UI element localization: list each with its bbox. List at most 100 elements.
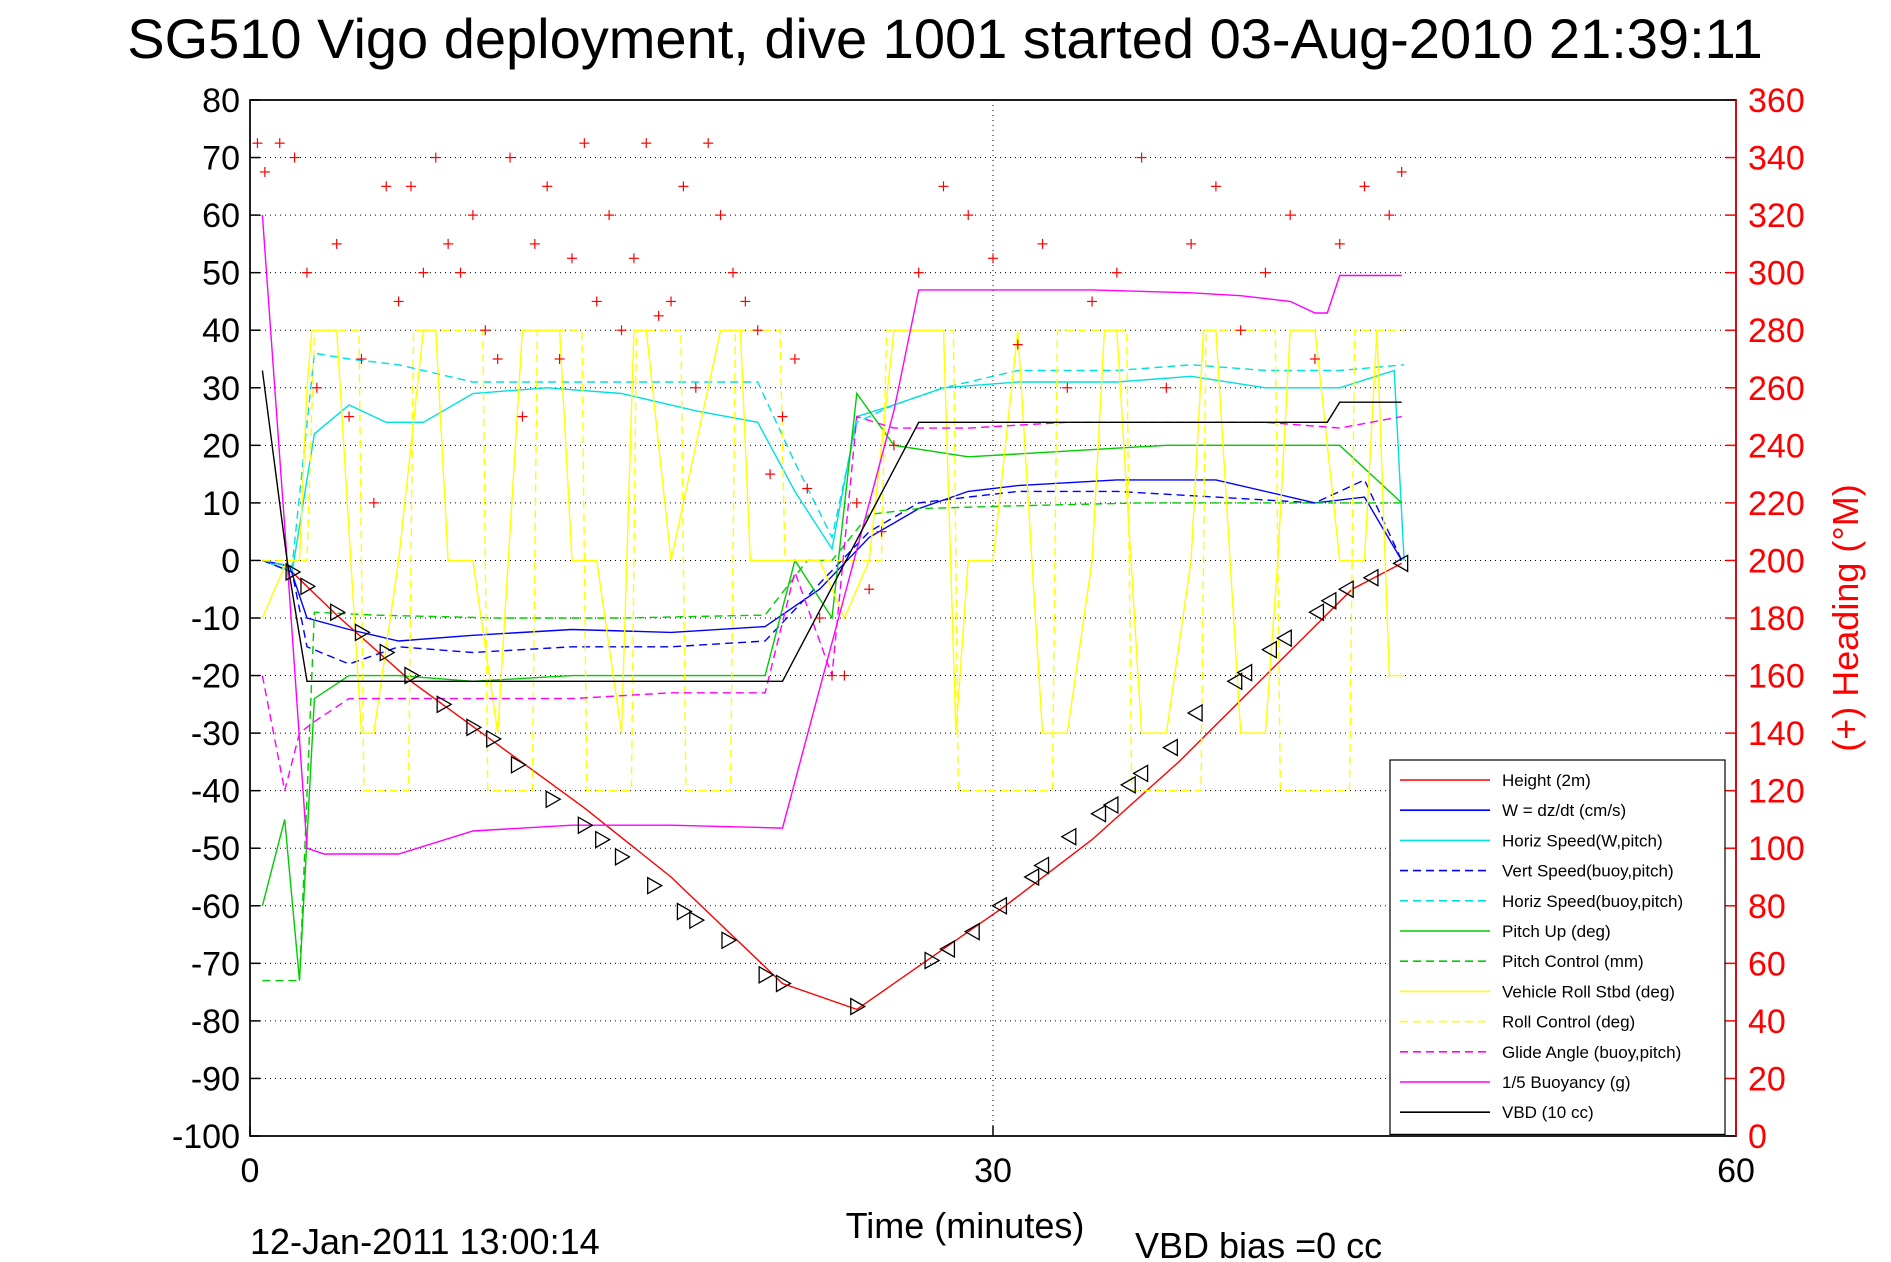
y-tick-label: -60: [191, 888, 240, 926]
heading-point: [851, 497, 862, 508]
triangle-marker: [1119, 775, 1136, 795]
right-tick-label: 120: [1748, 773, 1805, 811]
heading-point: [467, 210, 478, 221]
y-tick-label: -100: [172, 1118, 240, 1156]
triangle-marker: [939, 939, 956, 959]
y-tick-label: 80: [202, 82, 240, 120]
heading-point: [641, 138, 652, 149]
triangle-marker: [1308, 603, 1325, 622]
heading-point: [418, 267, 429, 278]
heading-point: [1087, 296, 1098, 307]
heading-point: [289, 152, 300, 163]
series-line-3: [262, 478, 1403, 665]
heading-point: [455, 267, 466, 278]
heading-point: [259, 166, 270, 177]
heading-point: [628, 253, 639, 264]
triangle-marker: [1275, 629, 1292, 648]
triangle-marker: [330, 603, 346, 622]
heading-point: [1334, 238, 1345, 249]
x-tick-label: 60: [1717, 1152, 1755, 1190]
triangle-marker: [486, 729, 503, 748]
right-tick-label: 220: [1748, 485, 1805, 523]
triangle-marker: [758, 965, 775, 984]
heading-point: [252, 138, 263, 149]
heading-point: [579, 138, 590, 149]
legend-label: Vert Speed(buoy,pitch): [1502, 862, 1674, 881]
heading-point: [703, 138, 714, 149]
y-tick-label: -10: [191, 600, 240, 638]
triangle-marker: [1362, 568, 1379, 587]
y-tick-label: 40: [202, 312, 240, 350]
right-tick-label: 300: [1748, 255, 1805, 293]
legend-label: Height (2m): [1502, 771, 1591, 790]
heading-point: [566, 253, 577, 264]
y-tick-label: 50: [202, 255, 240, 293]
heading-point: [430, 152, 441, 163]
legend-label: Pitch Up (deg): [1502, 922, 1611, 941]
right-tick-label: 360: [1748, 82, 1805, 120]
triangle-marker: [285, 562, 302, 582]
triangle-marker: [1337, 580, 1354, 599]
heading-point: [789, 354, 800, 364]
heading-point: [1359, 181, 1370, 192]
x-tick-label: 0: [241, 1152, 260, 1190]
heading-point: [802, 483, 813, 494]
triangle-marker: [510, 755, 527, 774]
legend-label: Vehicle Roll Stbd (deg): [1502, 982, 1675, 1001]
y-tick-label: -50: [191, 830, 240, 868]
heading-point: [301, 267, 312, 278]
y-tick-label: -40: [191, 773, 240, 811]
legend-label: Glide Angle (buoy,pitch): [1502, 1043, 1681, 1062]
triangle-marker: [354, 623, 371, 642]
triangle-marker: [1261, 640, 1278, 659]
right-tick-label: 40: [1748, 1003, 1786, 1041]
heading-point: [740, 296, 751, 307]
heading-point: [938, 181, 949, 192]
triangle-marker: [300, 577, 317, 596]
right-tick-label: 140: [1748, 715, 1805, 753]
heading-point: [876, 526, 887, 537]
triangle-marker: [924, 951, 941, 970]
triangle-marker: [614, 847, 631, 866]
heading-point: [381, 181, 392, 192]
triangle-marker: [1060, 827, 1077, 846]
legend-label: 1/5 Buoyancy (g): [1502, 1073, 1631, 1092]
triangle-marker: [1033, 856, 1050, 875]
y-tick-label: 20: [202, 427, 240, 465]
series-line-7: [261, 329, 1405, 734]
legend-label: Pitch Control (mm): [1502, 952, 1644, 971]
legend: Height (2m) W = dz/dt (cm/s) Horiz Speed(W…: [1389, 759, 1726, 1135]
series-line-11: [261, 370, 1402, 682]
triangle-marker: [689, 911, 706, 930]
heading-point: [1396, 166, 1407, 177]
series-line-10: [261, 215, 1402, 855]
y-tick-label: 0: [221, 542, 240, 580]
heading-point: [839, 670, 850, 681]
triangle-marker: [1392, 554, 1409, 573]
heading-point: [666, 296, 677, 307]
legend-label: VBD (10 cc): [1502, 1103, 1594, 1122]
heading-point: [752, 325, 763, 336]
legend-label: Horiz Speed(buoy,pitch): [1502, 892, 1683, 911]
y-tick-label: 60: [202, 197, 240, 235]
heading-point: [393, 296, 404, 307]
y-tick-label: 10: [202, 485, 240, 523]
right-tick-label: 0: [1748, 1118, 1767, 1156]
series-lines: [261, 215, 1405, 1011]
heading-point: [690, 382, 701, 393]
axis-ticks: 80706050403020100-10-20-30-40-50-60-70-8…: [172, 82, 1805, 1190]
y-tick-label: 30: [202, 370, 240, 408]
right-tick-label: 340: [1748, 140, 1805, 178]
heading-point: [492, 354, 503, 364]
heading-point: [1285, 210, 1296, 221]
heading-point: [480, 325, 491, 336]
triangle-markers: [285, 554, 1409, 1016]
heading-point: [727, 267, 738, 278]
heading-point: [1062, 382, 1073, 393]
right-tick-label: 160: [1748, 658, 1805, 696]
triangle-marker: [436, 695, 453, 714]
y-tick-label: -70: [191, 945, 240, 983]
heading-point: [405, 181, 416, 192]
heading-point: [1161, 382, 1172, 393]
